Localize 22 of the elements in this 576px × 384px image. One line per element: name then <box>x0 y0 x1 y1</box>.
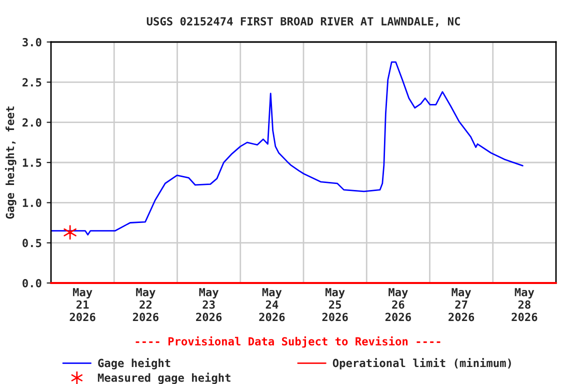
x-tick-label: May 26 2026 <box>385 288 411 322</box>
y-tick-label: 1.5 <box>22 158 42 167</box>
text: ---- Provisional Data Subject to Revision ---- <box>136 336 440 348</box>
y-tick-label: 0.5 <box>22 238 42 248</box>
y-tick-label: 2.5 <box>22 78 42 87</box>
y-tick-label: 1.0 <box>22 198 42 208</box>
x-tick-label: May 27 2026 <box>448 288 474 322</box>
y-axis-title: Gage height, feet <box>5 106 16 219</box>
legend-label: Operational limit (minimum) <box>332 358 511 370</box>
chart-title: USGS 02152474 FIRST BROAD RIVER AT LAWNDALE, NC <box>146 17 460 27</box>
y-tick-label: 0.0 <box>22 278 42 288</box>
x-tick-label: May 28 2026 <box>512 288 538 322</box>
legend-label: Measured gage height <box>98 372 230 384</box>
legend-label: Gage height <box>98 358 170 370</box>
y-tick-label: 3.0 <box>22 38 42 46</box>
x-tick-label: May 22 2026 <box>132 288 158 322</box>
y-tick-label: 2.0 <box>22 118 42 127</box>
x-tick-label: May 23 2026 <box>196 288 222 322</box>
line-series <box>51 61 524 236</box>
x-tick-label: May 24 2026 <box>259 288 285 322</box>
x-tick-label: May 21 2026 <box>70 288 96 322</box>
x-tick-label: May 25 2026 <box>322 288 348 322</box>
